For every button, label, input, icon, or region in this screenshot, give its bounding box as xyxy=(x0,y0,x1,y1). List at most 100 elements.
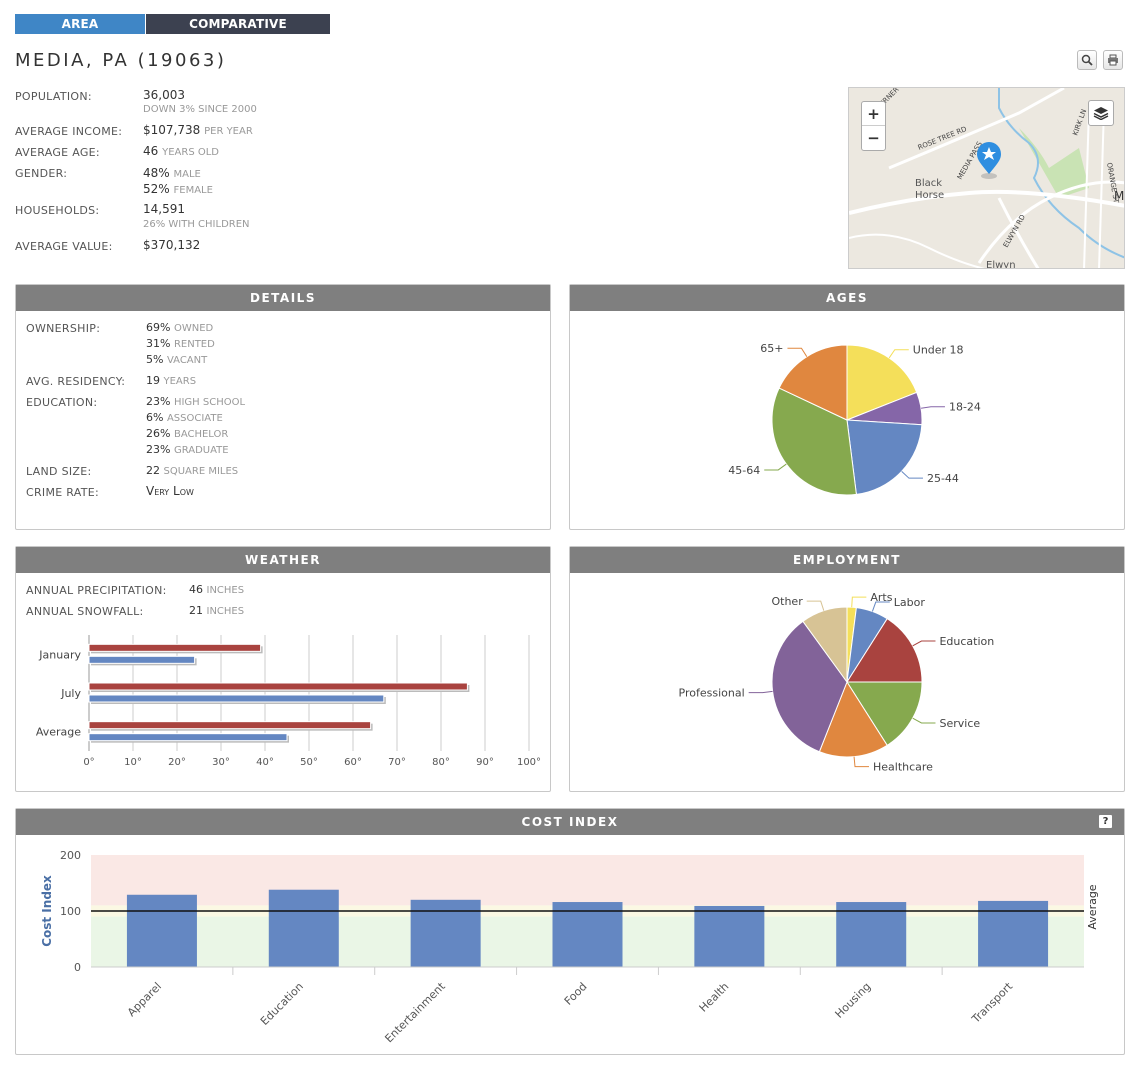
employment-pie-chart: Arts Labor Education Service Healthcare Profe… xyxy=(679,591,995,774)
employment-slice-service[interactable] xyxy=(846,681,923,747)
ages-label-under-18: Under 18 xyxy=(913,344,964,357)
employment-connector-healthcare xyxy=(853,756,869,768)
tab-comparative-analysis[interactable]: Comparative Analysis xyxy=(146,14,330,51)
cost-xlabel-housing: Housing xyxy=(833,980,874,1021)
weather-bar-chart: 0° 10° 20° 30° 40° 50° 60° 70° 80° 90° 100° January… xyxy=(36,635,541,767)
cost-bar-health[interactable] xyxy=(694,905,765,967)
gender-female: 52% female xyxy=(143,182,213,196)
ownership-vacant: 5% vacant xyxy=(146,353,208,366)
cost-bar-education[interactable] xyxy=(268,889,339,967)
ages-connector-18-24 xyxy=(920,406,945,409)
map-label-black: Black xyxy=(915,178,942,189)
households-value: 14,591 xyxy=(143,202,185,216)
cost-index-header: Cost Index xyxy=(16,809,1124,835)
gender-male: 48% male xyxy=(143,166,201,180)
ownership-owned: 69% owned xyxy=(146,321,214,334)
ages-connector-25-44 xyxy=(901,470,923,479)
ages-slice-25-44[interactable] xyxy=(846,419,923,495)
search-button[interactable] xyxy=(1077,50,1097,70)
ages-slice-under-18[interactable] xyxy=(846,344,918,421)
details-header: Details xyxy=(16,285,550,311)
precip-value: 46 inches xyxy=(189,583,245,596)
cost-bar-housing[interactable] xyxy=(836,902,907,967)
cost-bar-food[interactable] xyxy=(552,902,623,967)
precip-label: Annual Precipitation: xyxy=(26,584,167,597)
weather-tick-label: 70° xyxy=(388,757,406,767)
cost-ylabel: Cost Index xyxy=(40,875,54,947)
layers-button[interactable] xyxy=(1088,100,1114,126)
weather-tick-label: 20° xyxy=(168,757,186,767)
snow-label: Annual Snowfall: xyxy=(26,605,144,618)
zoom-in-button[interactable]: + xyxy=(862,102,885,126)
help-icon[interactable]: ? xyxy=(1099,815,1112,828)
layers-icon xyxy=(1093,107,1109,120)
ages-connector-under-18 xyxy=(888,349,909,359)
ages-label-25-44: 25-44 xyxy=(927,472,959,485)
zoom-out-button[interactable]: − xyxy=(867,129,880,147)
area-map[interactable]: Black Horse Elwyn ROSE TREE RD MEDIA PAS… xyxy=(848,87,1125,269)
households-label: Households: xyxy=(15,204,100,217)
employment-label-education: Education xyxy=(939,635,994,648)
ages-pie-chart: Under 18 18-24 25-44 45-64 65+ xyxy=(728,342,981,496)
employment-slice-other[interactable] xyxy=(802,606,848,684)
income-value: $107,738 per year xyxy=(143,123,253,137)
ages-slice-65-[interactable] xyxy=(778,344,848,421)
location-pin-icon[interactable] xyxy=(977,142,1001,179)
weather-bar-january-1[interactable] xyxy=(88,655,196,664)
avg-value-label: Average Value: xyxy=(15,240,113,253)
employment-slice-healthcare[interactable] xyxy=(818,680,888,758)
cost-bar-apparel[interactable] xyxy=(126,894,197,967)
residency-label: Avg. Residency: xyxy=(26,375,126,388)
weather-bar-july-0[interactable] xyxy=(88,682,468,691)
employment-connector-labor xyxy=(871,601,890,612)
employment-label-service: Service xyxy=(939,717,980,730)
employment-label-arts: Arts xyxy=(870,591,892,604)
weather-tick-label: 30° xyxy=(212,757,230,767)
weather-header: Weather xyxy=(16,547,550,573)
ages-label-45-64: 45-64 xyxy=(728,464,760,477)
employment-connector-arts xyxy=(851,596,867,608)
tab-area-overview[interactable]: Area Overview xyxy=(15,14,145,51)
weather-tick-label: 80° xyxy=(432,757,450,767)
cost-bar-entertainment[interactable] xyxy=(410,899,481,967)
cost-bar-transport[interactable] xyxy=(978,900,1049,967)
cost-right-label: Average xyxy=(1086,884,1099,929)
employment-header: Employment xyxy=(570,547,1124,573)
employment-connector-other xyxy=(806,600,825,611)
weather-category-label: July xyxy=(60,687,81,700)
cost-xlabel-food: Food xyxy=(562,980,590,1008)
employment-connector-education xyxy=(912,640,936,647)
employment-label-healthcare: Healthcare xyxy=(873,761,933,774)
employment-slice-education[interactable] xyxy=(846,617,923,683)
map-canvas[interactable]: Black Horse Elwyn ROSE TREE RD MEDIA PAS… xyxy=(849,88,1125,269)
employment-label-other: Other xyxy=(771,595,803,608)
weather-category-label: Average xyxy=(36,726,81,739)
ages-connector-45-64 xyxy=(764,463,787,471)
cost-xlabel-transport: Transport xyxy=(969,979,1016,1026)
cost-xlabel-entertainment: Entertainment xyxy=(382,979,448,1045)
age-value: 46 years old xyxy=(143,144,219,158)
employment-label-professional: Professional xyxy=(679,687,745,700)
population-value: 36,003 xyxy=(143,88,185,102)
residency-value: 19 years xyxy=(146,374,197,387)
employment-panel: Employment Arts Labor Education Service Heal… xyxy=(569,546,1125,792)
search-icon xyxy=(1081,54,1093,66)
print-button[interactable] xyxy=(1103,50,1123,70)
cost-index-chart: 0 100 200 Cost Index Average Apparel Education… xyxy=(40,849,1099,1045)
employment-slice-professional[interactable] xyxy=(771,620,848,753)
cost-ytick-label: 200 xyxy=(60,849,81,862)
weather-bar-january-0[interactable] xyxy=(88,643,262,652)
weather-tick-label: 100° xyxy=(517,757,541,767)
avg-value-value: $370,132 xyxy=(143,238,201,252)
gender-label: Gender: xyxy=(15,167,68,180)
page-title: MEDIA, PA (19063) xyxy=(15,50,227,71)
population-label: Population: xyxy=(15,90,92,103)
cost-xlabel-education: Education xyxy=(258,980,306,1028)
weather-bar-average-1[interactable] xyxy=(88,733,288,742)
weather-tick-label: 10° xyxy=(124,757,142,767)
weather-bar-average-0[interactable] xyxy=(88,721,372,730)
weather-bar-july-1[interactable] xyxy=(88,694,385,703)
weather-tick-label: 40° xyxy=(256,757,274,767)
ownership-label: Ownership: xyxy=(26,322,101,335)
cost-xlabel-apparel: Apparel xyxy=(125,980,164,1019)
